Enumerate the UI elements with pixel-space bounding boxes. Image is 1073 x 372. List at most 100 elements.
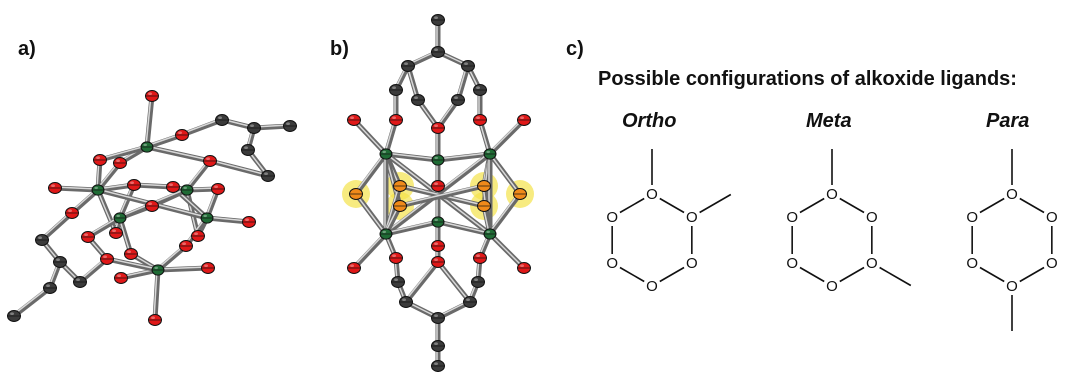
metal-atom: [151, 264, 165, 276]
carbon-atom: [389, 83, 403, 97]
bond-highlight: [40, 211, 72, 240]
ring-oxygen-label: O: [606, 209, 618, 226]
oxygen-atom: [201, 261, 215, 275]
oxygen-atom: [100, 252, 114, 266]
para-label: Para: [986, 110, 1030, 132]
bond: [487, 191, 523, 237]
ring-oxygen-label: O: [866, 255, 878, 272]
ring-oxygen-label: O: [786, 209, 798, 226]
metal-atom: [200, 212, 214, 224]
ring-bond: [979, 197, 1005, 214]
oxygen-atom: [431, 179, 445, 193]
oxygen-atom: [347, 113, 361, 127]
bond-highlight: [156, 266, 208, 270]
bond: [204, 215, 252, 225]
oxygen-atom: [517, 261, 531, 275]
metal-atom: [113, 212, 127, 224]
bond: [39, 210, 75, 243]
metal-atom: [379, 228, 393, 240]
ring-bond: [659, 266, 685, 283]
para-ring-diagram: O O O O O O: [966, 149, 1058, 331]
meta-label: Meta: [806, 110, 852, 132]
bond-highlight: [354, 152, 386, 194]
carbon-atom: [461, 59, 475, 73]
ring-oxygen-label: O: [966, 209, 978, 226]
bond-highlight: [488, 152, 520, 194]
metal-atom: [379, 148, 393, 160]
metal-atom: [483, 148, 497, 160]
ring-bond: [1019, 197, 1045, 214]
ring-oxygen-label: O: [686, 255, 698, 272]
carbon-atom: [471, 275, 485, 289]
carbon-atom: [399, 295, 413, 309]
ring-bond: [799, 266, 825, 283]
carbon-atom: [401, 59, 415, 73]
carbon-atom: [431, 311, 445, 325]
configurations-title: Possible configurations of alkoxide liga…: [598, 68, 1017, 90]
bond-highlight: [384, 220, 438, 234]
oxygen-atom: [124, 247, 138, 261]
carbon-atom: [241, 143, 255, 157]
ring-oxygen-label: O: [786, 255, 798, 272]
bond-highlight: [436, 152, 490, 160]
bond-highlight: [488, 118, 524, 154]
oxygen-atom: [109, 226, 123, 240]
bond: [152, 267, 161, 323]
carbon-atom: [247, 121, 261, 135]
ring-oxygen-label: O: [966, 255, 978, 272]
oxygen-atom: [347, 261, 361, 275]
bond: [155, 265, 211, 273]
oxygen-atom: [431, 255, 445, 269]
bond-highlight: [208, 159, 268, 176]
panel-b-molecule-structure: [342, 13, 534, 372]
highlighted-oxygen-atom: [513, 188, 527, 200]
ring-oxygen-label: O: [646, 278, 658, 295]
bond: [397, 183, 487, 209]
carbon-atom: [73, 275, 87, 289]
bond-highlight: [354, 192, 386, 234]
oxygen-atom: [203, 154, 217, 168]
bond-highlight: [384, 152, 438, 160]
ring-oxygen-label: O: [606, 255, 618, 272]
carbon-atom: [431, 45, 445, 59]
highlighted-oxygen-atom: [477, 180, 491, 192]
ring-bond: [659, 197, 685, 214]
carbon-atom: [391, 275, 405, 289]
oxygen-atom: [242, 215, 256, 229]
carbon-atom: [215, 113, 229, 127]
oxygen-atom: [166, 180, 180, 194]
oxygen-atom: [175, 128, 189, 142]
bond: [97, 144, 150, 163]
oxygen-atom: [93, 153, 107, 167]
bond: [11, 285, 53, 319]
ring-oxygen-label: O: [826, 186, 838, 203]
metal-atom: [431, 154, 445, 166]
bond: [403, 259, 441, 305]
bond: [144, 93, 155, 150]
bond-highlight: [105, 257, 158, 270]
carbon-atom: [43, 281, 57, 295]
ring-bond: [839, 197, 865, 214]
ring-bond: [619, 197, 645, 214]
ring-oxygen-label: O: [1006, 186, 1018, 203]
bond: [435, 151, 493, 163]
oxygen-atom: [211, 182, 225, 196]
carbon-atom: [283, 119, 297, 133]
panel-a-molecule-structure: [7, 89, 297, 327]
bond: [487, 117, 527, 157]
ortho-label: Ortho: [622, 110, 677, 132]
carbon-atom: [473, 83, 487, 97]
bond: [104, 256, 161, 273]
bond: [52, 185, 101, 193]
metal-atom: [140, 141, 154, 153]
oxygen-atom: [473, 113, 487, 127]
carbon-atom: [431, 13, 445, 27]
carbon-atom: [451, 93, 465, 107]
oxygen-atom: [389, 251, 403, 265]
ring-bond: [839, 266, 865, 283]
bond-highlight: [153, 268, 158, 320]
bond: [383, 219, 441, 237]
ring-bond: [979, 266, 1005, 283]
oxygen-atom: [127, 178, 141, 192]
ring-bond: [619, 266, 645, 283]
